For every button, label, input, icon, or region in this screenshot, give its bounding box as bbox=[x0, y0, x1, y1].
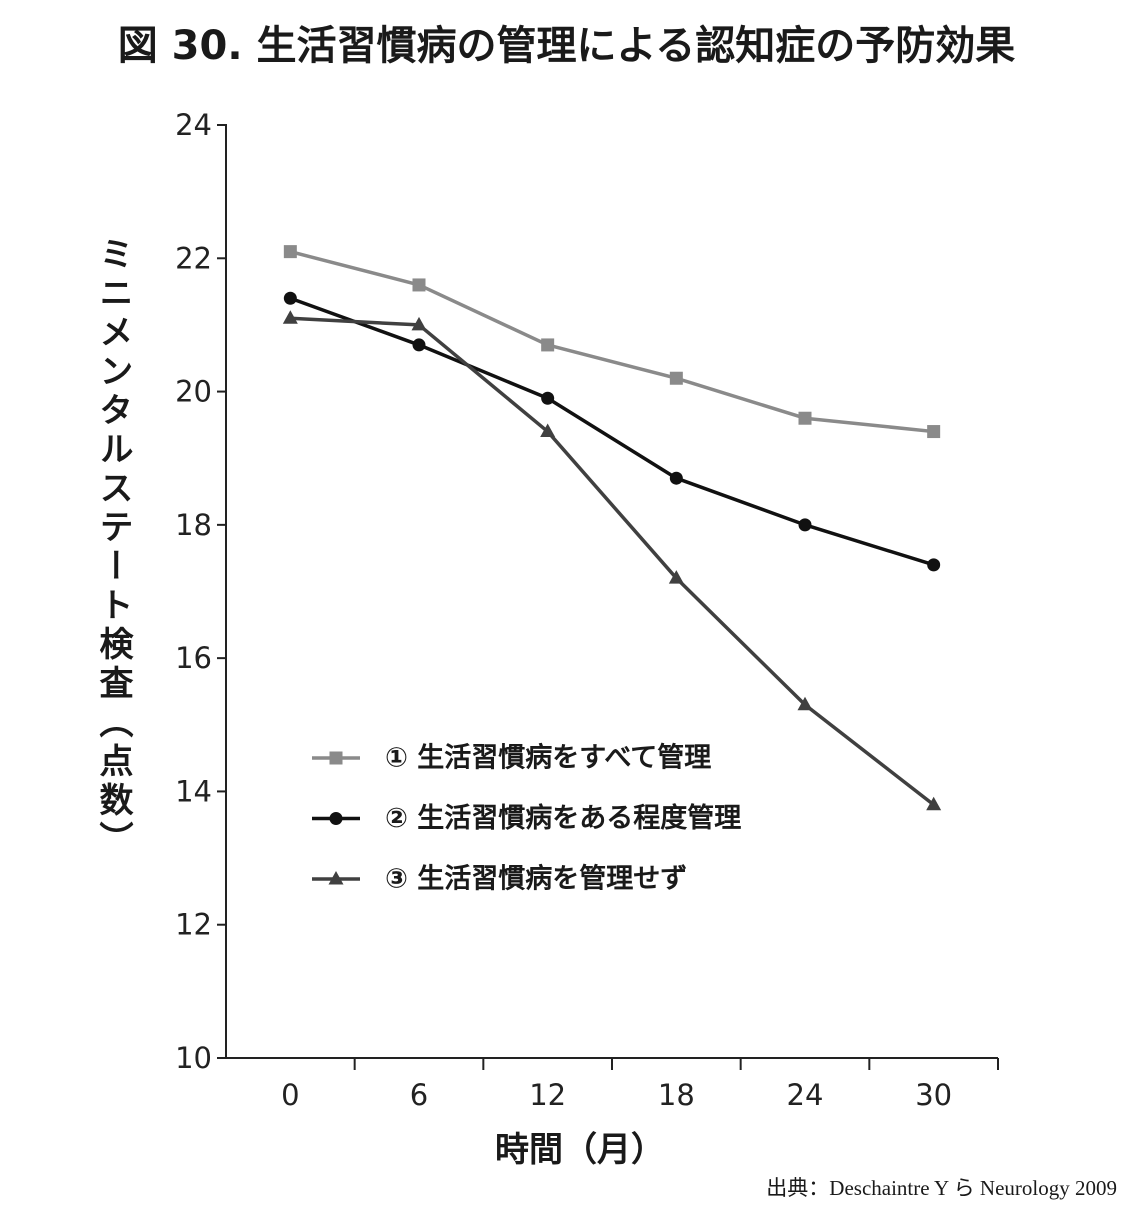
legend-item: ① 生活習慣病をすべて管理 bbox=[312, 743, 711, 774]
y-tick-label: 16 bbox=[175, 641, 212, 675]
legend-item: ② 生活習慣病をある程度管理 bbox=[312, 802, 741, 834]
series-3-point bbox=[797, 696, 813, 711]
series-3-point bbox=[926, 796, 942, 811]
series-2-point bbox=[927, 558, 941, 572]
legend-label: ③ 生活習慣病を管理せず bbox=[385, 864, 687, 895]
series-3-point bbox=[540, 423, 556, 438]
x-tick-label: 0 bbox=[281, 1078, 299, 1112]
series-1-point bbox=[283, 245, 297, 259]
x-tick-label: 12 bbox=[529, 1078, 566, 1112]
series-3-point bbox=[411, 316, 427, 331]
series-2-line bbox=[288, 296, 936, 567]
series-3-line bbox=[288, 316, 936, 807]
series-1-point bbox=[541, 338, 555, 352]
legend-square-marker bbox=[329, 751, 343, 765]
y-tick-label: 14 bbox=[175, 774, 212, 808]
series-1-point bbox=[412, 278, 426, 292]
series-2-point bbox=[798, 518, 812, 532]
series-2-point bbox=[412, 338, 426, 352]
series-1-line bbox=[288, 249, 936, 434]
legend-item: ③ 生活習慣病を管理せず bbox=[312, 864, 687, 895]
x-axis-title: 時間（月） bbox=[495, 1130, 665, 1170]
y-tick-label: 12 bbox=[175, 908, 212, 942]
y-tick-label: 24 bbox=[175, 108, 212, 142]
series-1-point bbox=[669, 371, 683, 385]
series-2 bbox=[283, 291, 941, 572]
series-1 bbox=[283, 245, 941, 439]
x-tick-label: 6 bbox=[410, 1078, 428, 1112]
series-1-point bbox=[927, 425, 941, 439]
series-3-point bbox=[282, 310, 298, 324]
chart-title: 図 30. 生活習慣病の管理による認知症の予防効果 bbox=[117, 23, 1016, 69]
x-tick-label: 30 bbox=[915, 1078, 952, 1112]
x-tick-label: 24 bbox=[787, 1078, 824, 1112]
y-tick-label: 22 bbox=[175, 241, 212, 275]
series-1-point bbox=[798, 411, 812, 425]
series-3-point bbox=[668, 570, 684, 584]
y-axis-title: ミニメンタルステート検査（点数） bbox=[93, 236, 133, 860]
x-tick-label: 18 bbox=[658, 1078, 695, 1112]
legend-triangle-marker bbox=[328, 871, 344, 885]
y-tick-label: 20 bbox=[175, 375, 212, 409]
legend-label: ② 生活習慣病をある程度管理 bbox=[385, 802, 741, 834]
y-tick-label: 10 bbox=[175, 1041, 212, 1075]
series-2-point bbox=[541, 391, 555, 405]
y-tick-label: 18 bbox=[175, 508, 212, 542]
series-2-point bbox=[669, 471, 683, 485]
legend: ① 生活習慣病をすべて管理 ② 生活習慣病をある程度管理 ③ 生活習慣病を管理せず bbox=[312, 743, 741, 895]
series-3 bbox=[282, 310, 942, 811]
source-citation: 出典：Deschaintre Y ら Neurology 2009 bbox=[766, 1176, 1117, 1200]
series-2-point bbox=[283, 291, 297, 305]
axes: 10 12 14 16 18 20 22 24 0 6 12 18 24 30 bbox=[175, 108, 999, 1112]
legend-label: ① 生活習慣病をすべて管理 bbox=[385, 743, 711, 774]
legend-circle-marker bbox=[329, 812, 343, 825]
